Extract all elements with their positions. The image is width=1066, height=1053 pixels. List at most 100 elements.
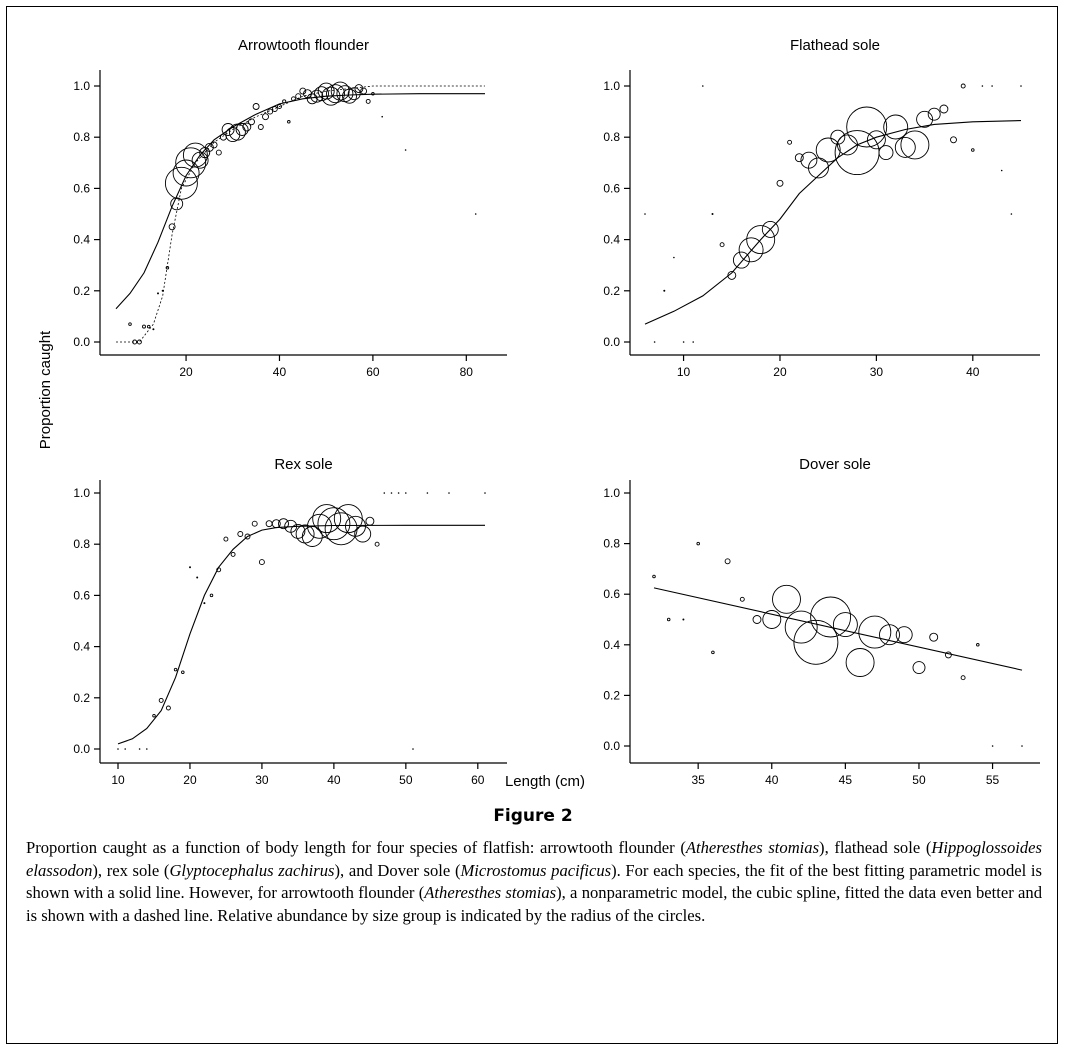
arrowtooth-flounder-data-point (170, 197, 184, 211)
flathead-sole-data-point (673, 256, 675, 259)
dover-sole-data-point (772, 584, 801, 614)
dover-sole-data-point (976, 643, 980, 647)
caption-species-name: Microstomus pacificus (460, 860, 612, 880)
dover-sole-y-tick-label: 0.6 (603, 587, 620, 601)
rex-sole-data-point (317, 507, 351, 541)
flathead-sole-data-point (719, 242, 725, 248)
flathead-sole-data-point (682, 341, 685, 343)
arrowtooth-flounder-title: Arrowtooth flounder (238, 37, 369, 54)
x-axis-title: Length (cm) (505, 773, 585, 790)
arrowtooth-flounder-data-point (299, 87, 307, 95)
flathead-sole-data-point (900, 130, 930, 160)
arrowtooth-flounder-data-point (404, 149, 407, 151)
dover-sole-data-point (895, 626, 913, 644)
flathead-sole-data-point (727, 270, 737, 280)
arrowtooth-flounder-dashed-fit-line (116, 85, 485, 343)
arrowtooth-flounder-data-point (347, 87, 361, 101)
arrowtooth-flounder-x-tick-label: 20 (179, 365, 193, 379)
rex-sole-data-point (181, 670, 185, 674)
arrowtooth-flounder-data-point (152, 328, 155, 331)
dover-sole-data-point (879, 624, 900, 646)
y-axis-title: Proportion caught (37, 330, 54, 449)
dover-sole-panel: Dover sole 0.0 0.2 0.4 0.6 0.8 1.0 35 40 45 50 55 (603, 456, 1040, 787)
rex-sole-y-tick-label: 0.4 (73, 640, 90, 654)
arrowtooth-flounder-data-point (295, 93, 302, 100)
rex-sole-x-tick-label: 10 (111, 773, 125, 787)
arrowtooth-flounder-data-point (142, 324, 146, 329)
rex-sole-data-point (138, 748, 141, 750)
rex-sole-data-point (405, 492, 407, 494)
dover-sole-data-point (762, 610, 782, 629)
rex-sole-data-point (271, 519, 281, 529)
caption-text: ). For each species, the fit of the best… (26, 860, 1042, 903)
rex-sole-x-tick-label: 20 (183, 773, 197, 787)
arrowtooth-flounder-data-point (326, 84, 345, 104)
arrowtooth-flounder-data-point (262, 113, 269, 121)
arrowtooth-flounder-data-point (365, 98, 371, 104)
rex-sole-title: Rex sole (274, 456, 332, 473)
arrowtooth-flounder-data-point (235, 123, 249, 136)
rex-sole-data-point (484, 492, 486, 494)
rex-sole-x-tick-label: 30 (255, 773, 269, 787)
rex-sole-data-point (295, 524, 315, 544)
flathead-sole-data-point (878, 145, 894, 161)
arrowtooth-flounder-data-point (381, 115, 384, 118)
rex-sole-data-point (152, 713, 156, 718)
rex-sole-data-point (354, 525, 372, 543)
rex-sole-data-point (301, 526, 323, 547)
rex-sole-y-tick-label: 0.2 (73, 691, 90, 705)
flathead-sole-x-tick-label: 20 (773, 365, 787, 379)
flathead-sole-panel: Flathead sole 0.0 0.2 0.4 0.6 0.8 1.0 10 20 30 40 (603, 37, 1040, 379)
rex-sole-data-point (189, 566, 191, 569)
rex-sole-data-point (124, 748, 126, 750)
dover-sole-data-point (793, 619, 839, 665)
rex-sole-y-tick-label: 1.0 (73, 486, 90, 500)
rex-sole-data-point (333, 504, 363, 534)
rex-sole-data-point (223, 536, 229, 542)
dover-sole-data-point (960, 675, 966, 681)
rex-sole-data-point (173, 667, 178, 672)
rex-sole-data-point (230, 551, 236, 557)
rex-sole-x-tick-label: 40 (327, 773, 341, 787)
arrowtooth-flounder-data-point (146, 324, 151, 329)
rex-sole-data-point (165, 705, 171, 711)
flathead-sole-data-point (794, 153, 804, 163)
flathead-sole-data-point (981, 85, 984, 87)
flathead-sole-data-point (702, 85, 704, 87)
caption-species-name: Glyptocephalus zachirus (169, 860, 335, 880)
arrowtooth-flounder-data-point (321, 86, 341, 106)
dover-sole-data-point (666, 617, 671, 622)
rex-sole-data-point (258, 559, 265, 566)
arrowtooth-flounder-data-point (271, 106, 278, 112)
flathead-sole-data-point (916, 110, 934, 128)
arrowtooth-flounder-data-point (314, 86, 329, 102)
arrowtooth-flounder-data-point (132, 339, 138, 345)
figure-2-chart: Proportion caught Length (cm) Arrowtooth… (37, 37, 1040, 790)
arrowtooth-flounder-data-point (215, 149, 222, 156)
flathead-sole-data-point (971, 148, 975, 152)
flathead-sole-data-point (738, 237, 764, 263)
dover-sole-data-point (858, 615, 892, 649)
flathead-sole-y-tick-label: 1.0 (603, 79, 620, 93)
arrowtooth-flounder-data-point (248, 118, 255, 126)
dover-sole-data-point (944, 651, 952, 659)
flathead-sole-y-tick-label: 0.6 (603, 181, 620, 195)
rex-sole-solid-fit-line (117, 524, 485, 745)
rex-sole-data-point (448, 492, 450, 494)
arrowtooth-flounder-data-point (210, 141, 218, 149)
arrowtooth-flounder-data-point (165, 266, 170, 270)
caption-text: Proportion caught as a function of body … (26, 838, 686, 857)
flathead-sole-x-tick-label: 10 (677, 365, 691, 379)
flathead-sole-data-point (815, 137, 841, 163)
arrowtooth-flounder-data-point (228, 123, 246, 141)
flathead-sole-data-point (1020, 85, 1022, 87)
flathead-sole-data-point (846, 106, 888, 148)
dover-sole-data-point (810, 596, 852, 638)
flathead-sole-data-point (991, 85, 993, 87)
dover-sole-x-tick-label: 40 (765, 773, 779, 787)
rex-sole-data-point (307, 513, 332, 539)
arrowtooth-flounder-data-point (317, 82, 335, 100)
dover-sole-solid-fit-line (653, 587, 1023, 671)
flathead-sole-x-tick-label: 30 (870, 365, 884, 379)
dover-sole-title: Dover sole (799, 456, 871, 473)
